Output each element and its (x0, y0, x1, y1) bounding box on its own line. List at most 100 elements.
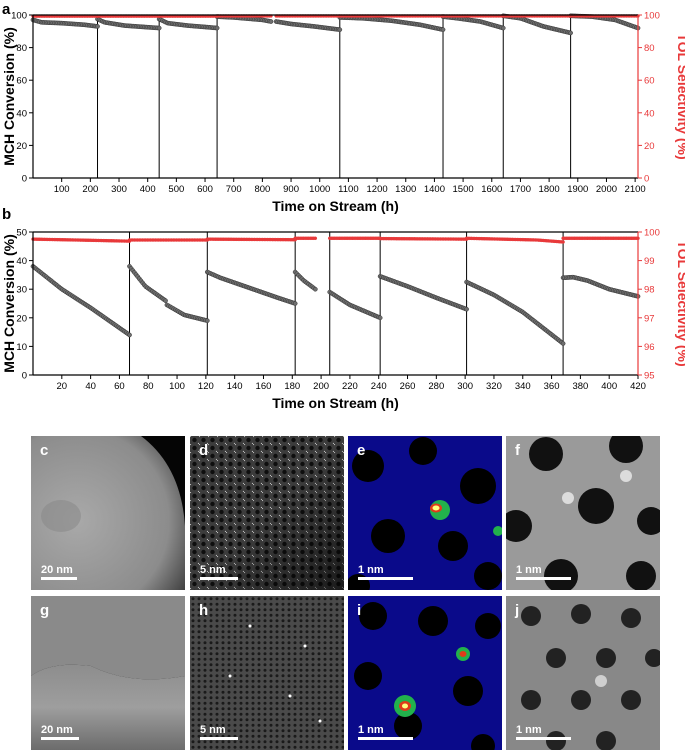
y-tick-label: 0 (22, 174, 27, 185)
x-tick-label: 300 (111, 184, 127, 195)
y2-tick-label: 99 (644, 256, 655, 267)
y2-tick-label: 100 (644, 11, 660, 22)
x-tick-label: 1700 (510, 184, 531, 195)
x-tick-label: 100 (169, 381, 185, 392)
selectivity-series (31, 236, 640, 244)
y-tick-label: 40 (16, 108, 27, 119)
x-tick-label: 500 (168, 184, 184, 195)
data-point (204, 318, 210, 324)
x-axis-label: Time on Stream (h) (272, 198, 399, 214)
x-tick-label: 200 (82, 184, 98, 195)
x-tick-label: 260 (400, 381, 416, 392)
y-tick-label: 60 (16, 76, 27, 87)
x-tick-label: 280 (428, 381, 444, 392)
data-point (292, 301, 298, 306)
y2-axis-label: TOL Selectivity (%) (675, 240, 685, 366)
data-point (440, 27, 446, 33)
y-tick-label: 30 (16, 285, 27, 296)
x-tick-label: 1500 (453, 184, 474, 195)
micrograph-c: c 20 nm (31, 436, 185, 590)
y2-tick-label: 100 (644, 228, 660, 239)
data-point (560, 341, 566, 346)
panel-label-b: b (2, 206, 11, 223)
y-tick-label: 20 (16, 313, 27, 324)
x-tick-label: 400 (601, 381, 617, 392)
data-point (312, 286, 318, 292)
x-tick-label: 300 (457, 381, 473, 392)
micrograph-g: g 20 nm (31, 596, 185, 750)
micrograph-d: d 5 nm (190, 436, 344, 590)
panel-label-d: d (199, 442, 209, 459)
panel-label-f: f (515, 442, 520, 459)
y2-tick-label: 80 (644, 43, 655, 54)
x-tick-label: 380 (572, 381, 588, 392)
data-point (268, 19, 274, 24)
x-tick-label: 1900 (567, 184, 588, 195)
conversion-series (30, 263, 641, 346)
micrograph-f: f 1 nm (506, 436, 660, 590)
y-tick-label: 80 (16, 43, 27, 54)
x-tick-label: 140 (227, 381, 243, 392)
y2-tick-label: 60 (644, 76, 655, 87)
x-tick-label: 1300 (395, 184, 416, 195)
x-tick-label: 1200 (367, 184, 388, 195)
data-point (163, 298, 168, 303)
micrograph-i: i 1 nm (348, 596, 502, 750)
y2-tick-label: 0 (644, 174, 649, 185)
y-axis-label: MCH Conversion (%) (1, 234, 17, 372)
y-tick-label: 40 (16, 256, 27, 267)
chart-b: b 20 40 60 80 100 120 140 160 180 200 220 240 260 280… (1, 206, 685, 411)
x-tick-label: 240 (371, 381, 387, 392)
scalebar-c: 20 nm (41, 564, 77, 580)
chart-a: a 100 200 300 400 500 600 700 800 900 1000 1100 120… (1, 1, 685, 214)
x-tick-label: 340 (515, 381, 531, 392)
y-tick-label: 50 (16, 228, 27, 239)
y2-tick-label: 96 (644, 342, 655, 353)
y2-tick-label: 98 (644, 285, 655, 296)
data-point (156, 25, 162, 31)
x-tick-label: 800 (254, 184, 270, 195)
micrograph-j: j 1 nm (506, 596, 660, 750)
y2-tick-label: 20 (644, 141, 655, 152)
data-point (464, 306, 469, 312)
x-tick-label: 700 (226, 184, 242, 195)
data-point (127, 332, 132, 338)
y-tick-label: 10 (16, 342, 27, 353)
x-tick-label: 120 (198, 381, 214, 392)
x-tick-label: 80 (143, 381, 154, 392)
x-tick-label: 20 (57, 381, 68, 392)
x-tick-label: 220 (342, 381, 358, 392)
scalebar-g: 20 nm (41, 724, 79, 740)
x-tick-label: 360 (544, 381, 560, 392)
x-tick-label: 180 (284, 381, 300, 392)
scalebar-j: 1 nm (516, 724, 571, 740)
y2-tick-label: 40 (644, 108, 655, 119)
y-tick-label: 100 (11, 11, 27, 22)
scalebar-e: 1 nm (358, 564, 413, 580)
micrograph-h: h 5 nm (190, 596, 344, 750)
scalebar-h: 5 nm (200, 724, 238, 740)
x-tick-label: 160 (256, 381, 272, 392)
x-tick-label: 60 (114, 381, 125, 392)
panel-label-h: h (199, 602, 209, 619)
y-tick-label: 0 (22, 371, 27, 382)
x-axis-label: Time on Stream (h) (272, 395, 399, 411)
data-point (95, 24, 100, 29)
x-tick-label: 320 (486, 381, 502, 392)
panel-label-g: g (40, 602, 50, 619)
micrograph-e: e 1 nm (348, 436, 502, 590)
x-tick-label: 900 (283, 184, 299, 195)
x-tick-label: 2000 (596, 184, 617, 195)
x-tick-label: 100 (54, 184, 70, 195)
panel-label-c: c (40, 442, 49, 459)
panel-label-j: j (515, 602, 520, 619)
x-tick-label: 2100 (625, 184, 646, 195)
data-point (377, 315, 383, 321)
conversion-series (30, 13, 641, 36)
x-tick-label: 1000 (309, 184, 330, 195)
x-tick-label: 420 (630, 381, 646, 392)
y2-tick-label: 97 (644, 313, 655, 324)
x-tick-label: 1800 (539, 184, 560, 195)
panel-label-e: e (357, 442, 366, 459)
x-tick-label: 1400 (424, 184, 445, 195)
